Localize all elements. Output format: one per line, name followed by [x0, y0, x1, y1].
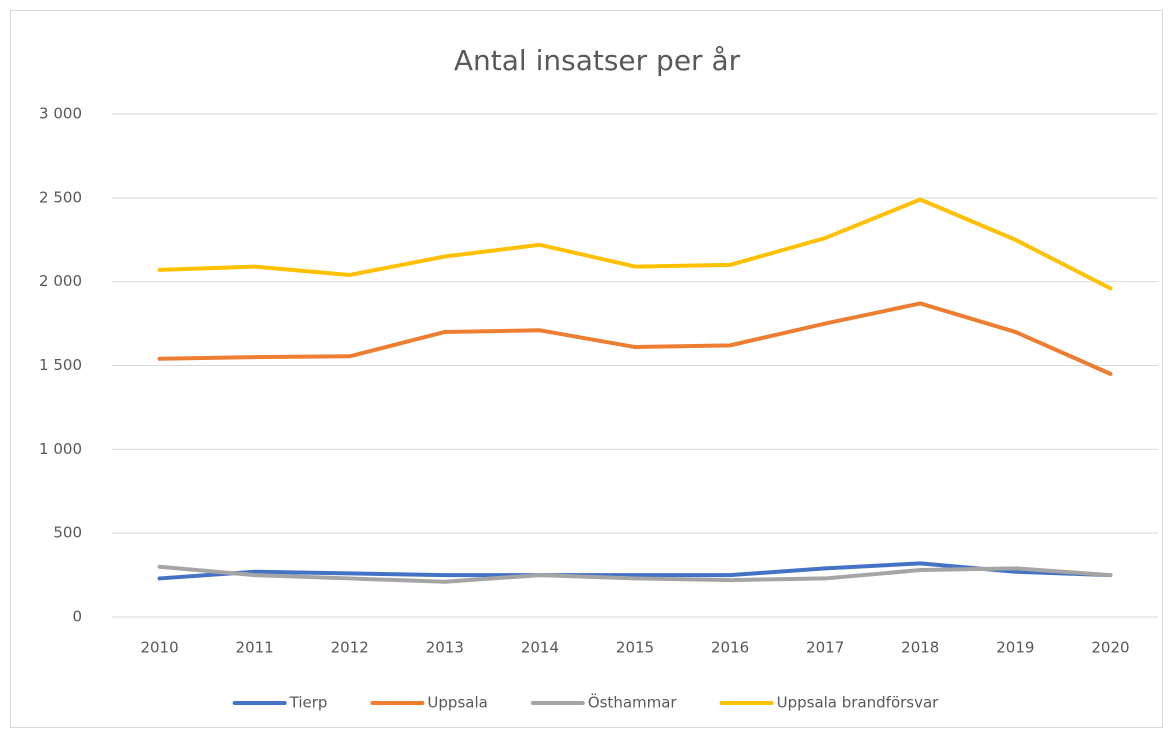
y-tick-label: 0: [72, 608, 82, 626]
y-tick-label: 3 000: [39, 105, 82, 123]
y-tick-label: 2 500: [39, 188, 82, 206]
y-tick-label: 500: [53, 524, 82, 542]
x-tick-label: 2013: [426, 639, 464, 657]
x-tick-label: 2017: [806, 639, 844, 657]
x-tick-label: 2018: [901, 639, 939, 657]
y-tick-label: 1 500: [39, 356, 82, 374]
series-line: [157, 561, 1113, 581]
x-tick-label: 2020: [1091, 639, 1129, 657]
legend-label: Östhammar: [588, 693, 678, 712]
series-line: [157, 301, 1113, 376]
x-tick-label: 2015: [616, 639, 654, 657]
legend-label: Uppsala brandförsvar: [777, 694, 940, 712]
x-tick-label: 2012: [331, 639, 369, 657]
y-tick-label: 2 000: [39, 272, 82, 290]
x-tick-label: 2016: [711, 639, 749, 657]
chart-title: Antal insatser per år: [454, 44, 741, 77]
x-tick-label: 2010: [140, 639, 178, 657]
legend-label: Uppsala: [427, 694, 487, 712]
y-tick-label: 1 000: [39, 440, 82, 458]
series-line: [157, 564, 1113, 584]
x-tick-label: 2019: [996, 639, 1034, 657]
chart-border: [10, 10, 1163, 728]
x-tick-label: 2011: [236, 639, 274, 657]
series-line: [157, 197, 1113, 291]
x-tick-label: 2014: [521, 639, 559, 657]
legend-label: Tierp: [289, 694, 328, 712]
